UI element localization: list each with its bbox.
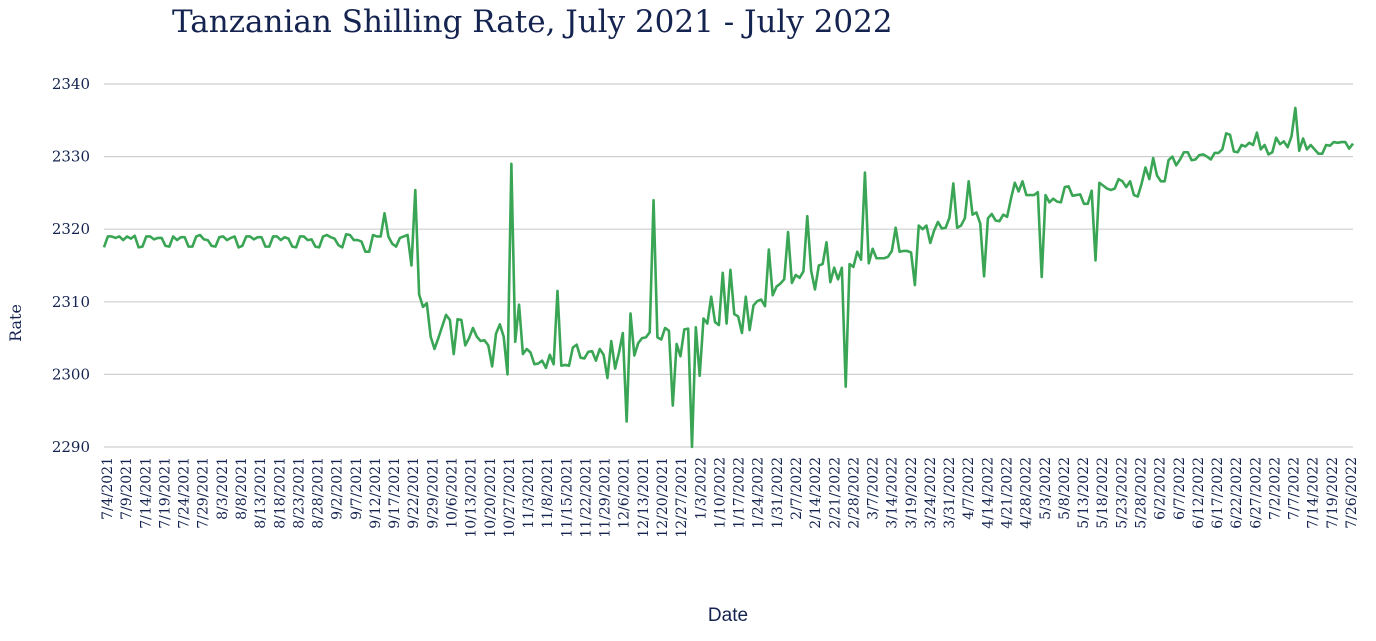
x-tick-label: 12/13/2021 [636, 457, 652, 538]
x-tick-label: 3/31/2022 [942, 457, 958, 529]
x-tick-label: 7/2/2022 [1267, 457, 1283, 520]
y-tick-label: 2300 [52, 365, 90, 383]
x-tick-label: 5/28/2022 [1133, 457, 1149, 529]
x-tick-label: 9/29/2021 [425, 457, 441, 529]
x-tick-label: 11/29/2021 [598, 457, 614, 538]
x-tick-label: 2/7/2022 [789, 457, 805, 520]
x-tick-label: 7/29/2021 [196, 457, 212, 529]
x-tick-label: 5/23/2022 [1114, 457, 1130, 529]
x-tick-label: 1/17/2022 [732, 457, 748, 529]
x-tick-label: 2/21/2022 [827, 457, 843, 529]
y-tick-label: 2310 [52, 293, 90, 311]
x-tick-label: 9/17/2021 [387, 457, 403, 529]
x-tick-label: 1/3/2022 [693, 457, 709, 520]
x-tick-label: 9/2/2021 [330, 457, 346, 520]
x-tick-label: 3/19/2022 [904, 457, 920, 529]
x-tick-label: 10/27/2021 [502, 457, 518, 538]
chart-title: Tanzanian Shilling Rate, July 2021 - Jul… [172, 4, 893, 40]
x-tick-label: 10/20/2021 [483, 457, 499, 538]
x-tick-label: 10/6/2021 [444, 457, 460, 529]
series-line [102, 106, 1355, 449]
x-tick-label: 4/28/2022 [1019, 457, 1035, 529]
x-tick-label: 6/2/2022 [1153, 457, 1169, 520]
x-tick-label: 2/14/2022 [808, 457, 824, 529]
y-tick-label: 2320 [52, 220, 90, 238]
x-tick-label: 7/14/2021 [138, 457, 154, 529]
x-tick-label: 11/3/2021 [521, 457, 537, 529]
x-tick-label: 1/24/2022 [751, 457, 767, 529]
x-tick-label: 6/7/2022 [1172, 457, 1188, 520]
y-tick-label: 2340 [52, 75, 90, 93]
y-tick-label: 2330 [52, 148, 90, 166]
x-tick-label: 6/17/2022 [1210, 457, 1226, 529]
x-tick-label: 3/24/2022 [923, 457, 939, 529]
x-tick-label: 8/8/2021 [234, 457, 250, 520]
x-tick-label: 11/22/2021 [578, 457, 594, 538]
x-tick-label: 6/22/2022 [1229, 457, 1245, 529]
x-tick-label: 5/8/2022 [1057, 457, 1073, 520]
x-tick-label: 10/13/2021 [464, 457, 480, 538]
x-tick-label: 8/18/2021 [272, 457, 288, 529]
x-tick-label: 8/13/2021 [253, 457, 269, 529]
x-tick-label: 7/4/2021 [100, 457, 116, 520]
x-tick-label: 6/27/2022 [1248, 457, 1264, 529]
x-axis-label: Date [708, 605, 748, 626]
x-tick-label: 12/6/2021 [617, 457, 633, 529]
x-tick-label: 7/24/2021 [177, 457, 193, 529]
x-tick-label: 12/27/2021 [674, 457, 690, 538]
x-tick-label: 5/13/2022 [1076, 457, 1092, 529]
x-tick-label: 11/15/2021 [559, 457, 575, 538]
x-tick-label: 7/9/2021 [119, 457, 135, 520]
x-tick-label: 7/14/2022 [1306, 457, 1322, 529]
x-tick-label: 12/20/2021 [655, 457, 671, 538]
x-tick-label: 7/19/2022 [1325, 457, 1341, 529]
x-tick-label: 8/28/2021 [311, 457, 327, 529]
x-tick-label: 2/28/2022 [846, 457, 862, 529]
x-tick-label: 5/3/2022 [1038, 457, 1054, 520]
x-tick-label: 1/31/2022 [770, 457, 786, 529]
x-tick-label: 1/10/2022 [712, 457, 728, 529]
y-axis-label: Rate [6, 304, 25, 342]
x-tick-label: 4/7/2022 [961, 457, 977, 520]
x-tick-label: 5/18/2022 [1095, 457, 1111, 529]
x-tick-label: 4/21/2022 [1000, 457, 1016, 529]
x-tick-label: 7/7/2022 [1287, 457, 1303, 520]
x-tick-label: 11/8/2021 [540, 457, 556, 529]
x-tick-label: 6/12/2022 [1191, 457, 1207, 529]
x-tick-label: 9/22/2021 [406, 457, 422, 529]
x-tick-labels: 7/4/2021 7/9/2021 7/14/2021 7/19/2021 7/24/2… [100, 457, 1360, 538]
x-tick-label: 4/14/2022 [980, 457, 996, 529]
x-tick-label: 8/23/2021 [291, 457, 307, 529]
x-tick-label: 9/12/2021 [368, 457, 384, 529]
x-tick-label: 3/7/2022 [866, 457, 882, 520]
y-tick-labels: 2290 2300 2310 2320 2330 2340 [52, 75, 90, 456]
gridlines [104, 83, 1353, 448]
x-tick-label: 7/19/2021 [157, 457, 173, 529]
x-tick-label: 7/26/2022 [1344, 457, 1360, 529]
x-tick-label: 8/3/2021 [215, 457, 231, 520]
x-tick-label: 9/7/2021 [349, 457, 365, 520]
x-tick-label: 3/14/2022 [885, 457, 901, 529]
y-tick-label: 2290 [52, 438, 90, 456]
